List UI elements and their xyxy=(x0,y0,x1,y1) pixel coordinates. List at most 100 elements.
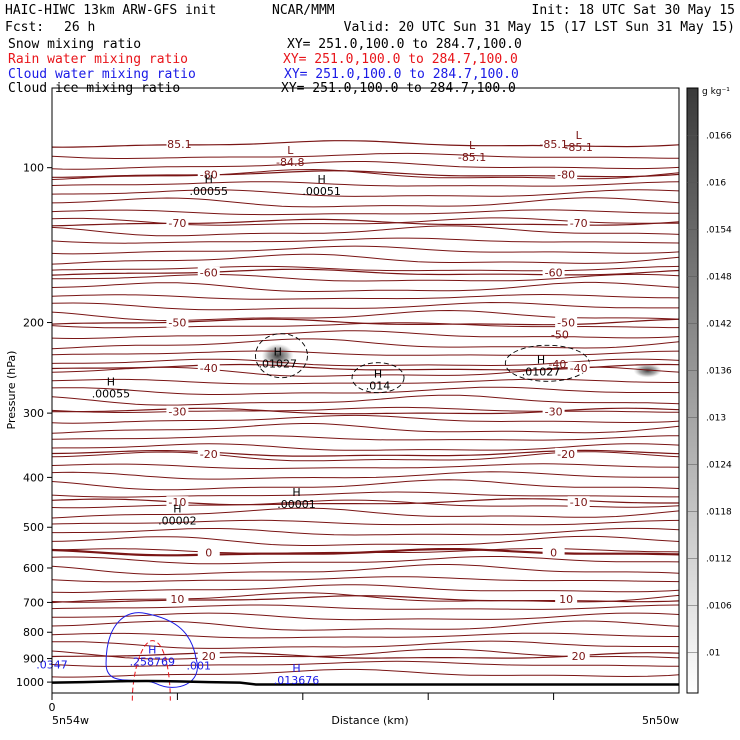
colorbar-tick-label: .0118 xyxy=(706,507,732,517)
extremum-letter: H xyxy=(205,173,213,186)
isotherm xyxy=(51,253,680,265)
init-time: Init: 18 UTC Sat 30 May 15 xyxy=(532,3,736,18)
isotherm xyxy=(51,301,679,311)
terrain-surface xyxy=(51,679,679,686)
colorbar-tick-label: .016 xyxy=(706,178,726,188)
isotherm xyxy=(51,330,680,339)
forecast-label: Fcst: xyxy=(5,20,44,35)
plot-frame xyxy=(51,87,680,694)
isotherm xyxy=(51,406,680,413)
field-xy-cloud-water: XY= 251.0,100.0 to 284.7,100.0 xyxy=(284,67,519,82)
isotherm xyxy=(51,435,680,441)
isotherm xyxy=(51,293,680,300)
extremum-value: .00051 xyxy=(302,185,341,198)
y-tick-label: 500 xyxy=(23,521,44,534)
colorbar-units: g kg⁻¹ xyxy=(702,87,730,97)
isotherm-labeled xyxy=(51,548,680,557)
extremum-value: -40 xyxy=(548,358,566,371)
cloud-ice-shading xyxy=(261,343,662,378)
colorbar-tick-label: .0154 xyxy=(706,225,732,235)
isotherm xyxy=(51,507,680,519)
isotherm-label-bg xyxy=(197,650,220,662)
isotherm xyxy=(51,189,680,197)
y-tick-label: 800 xyxy=(23,626,44,639)
extremum-value: .001 xyxy=(186,659,211,672)
isotherm-label-bg xyxy=(197,447,220,459)
extremum-value: .00055 xyxy=(92,387,131,400)
isotherm-label: -60 xyxy=(200,267,218,280)
isotherm-label: 0 xyxy=(550,547,557,560)
isotherm-label-bg xyxy=(197,546,220,558)
isotherm-label: 10 xyxy=(559,593,573,606)
extremum-value: -85.1 xyxy=(458,151,486,164)
isotherm-label: -80 xyxy=(200,168,218,181)
isotherm xyxy=(51,640,680,649)
model-title: HAIC-HIWC 13km ARW-GFS init xyxy=(5,3,216,18)
isotherm-label-bg xyxy=(542,405,565,417)
colorbar-tick-label: .0136 xyxy=(706,366,732,376)
isotherm xyxy=(51,576,680,583)
isotherm-label-bg xyxy=(197,266,220,278)
isotherm-label: -85.1 xyxy=(539,138,567,151)
isotherm xyxy=(51,612,680,621)
extremum-letter: H xyxy=(292,486,300,499)
isotherm xyxy=(51,632,679,639)
isotherm-label: 10 xyxy=(170,593,184,606)
isotherm xyxy=(51,338,680,350)
extremum-value: .00055 xyxy=(190,185,229,198)
isotherm xyxy=(51,491,679,498)
colorbar-tick-label: .0142 xyxy=(706,319,732,329)
y-tick-label: 400 xyxy=(23,471,44,484)
isotherm xyxy=(51,225,680,237)
colorbar-tick-label: .0148 xyxy=(706,272,732,282)
isotherm xyxy=(51,564,680,576)
extremum-value: -85.1 xyxy=(564,141,592,154)
isotherm-label: -40 xyxy=(570,362,588,375)
isotherm-label-bg xyxy=(555,447,578,459)
org-label: NCAR/MMM xyxy=(272,3,335,18)
field-xy-rain: XY= 251.0,100.0 to 284.7,100.0 xyxy=(283,52,518,67)
isotherm-label: -10 xyxy=(570,496,588,509)
isotherm-labeled xyxy=(51,268,680,276)
isotherm-label: -20 xyxy=(557,448,575,461)
y-axis: 100 200 300 400 500 600 700 800 900 1000 xyxy=(16,162,52,689)
x-tick-label: 0 xyxy=(49,701,56,714)
colorbar-tick-label: .01 xyxy=(706,648,720,658)
isotherm-label-bg xyxy=(542,546,565,558)
isotherm xyxy=(52,527,680,536)
isotherm-label-bg xyxy=(555,593,578,605)
extremum-letter: H xyxy=(317,173,325,186)
isotherm-label-bg xyxy=(542,266,565,278)
y-tick-label: 600 xyxy=(23,562,44,575)
isotherm-label-bg xyxy=(166,216,189,228)
extremum-letter: L xyxy=(576,129,583,142)
extremum-value: .00001 xyxy=(277,498,316,511)
isotherm xyxy=(51,479,680,491)
colorbar-ramp xyxy=(686,87,699,694)
isotherm-label: -85.1 xyxy=(163,138,191,151)
isotherm-label-bg xyxy=(542,138,565,150)
isotherm xyxy=(51,245,680,255)
y-tick-label: 200 xyxy=(23,317,44,330)
isotherm-label-bg xyxy=(166,405,189,417)
colorbar-tick-label: .0166 xyxy=(706,131,732,141)
colorbar-tick-label: .0124 xyxy=(706,460,732,470)
isotherm xyxy=(51,394,680,406)
extremum-letter: L xyxy=(469,139,476,152)
isotherm-label: 20 xyxy=(202,650,216,663)
extremum-letter: L xyxy=(287,144,294,157)
forecast-value: 26 h xyxy=(64,20,95,35)
isotherm-label: -50 xyxy=(168,317,186,330)
valid-time: Valid: 20 UTC Sun 31 May 15 (17 LST Sun … xyxy=(344,20,735,35)
extremum-letter: H xyxy=(292,662,300,675)
isotherm-label: -50 xyxy=(557,317,575,330)
extremum-value: .01027 xyxy=(258,358,297,371)
isotherm-label: -60 xyxy=(545,267,563,280)
extremum-letter: H xyxy=(374,368,382,381)
x-endpoint-right: 5n50w xyxy=(642,714,679,727)
isotherm xyxy=(51,535,680,546)
isotherm xyxy=(51,358,680,367)
isotherm-label: -80 xyxy=(557,168,575,181)
isotherm xyxy=(51,209,679,216)
